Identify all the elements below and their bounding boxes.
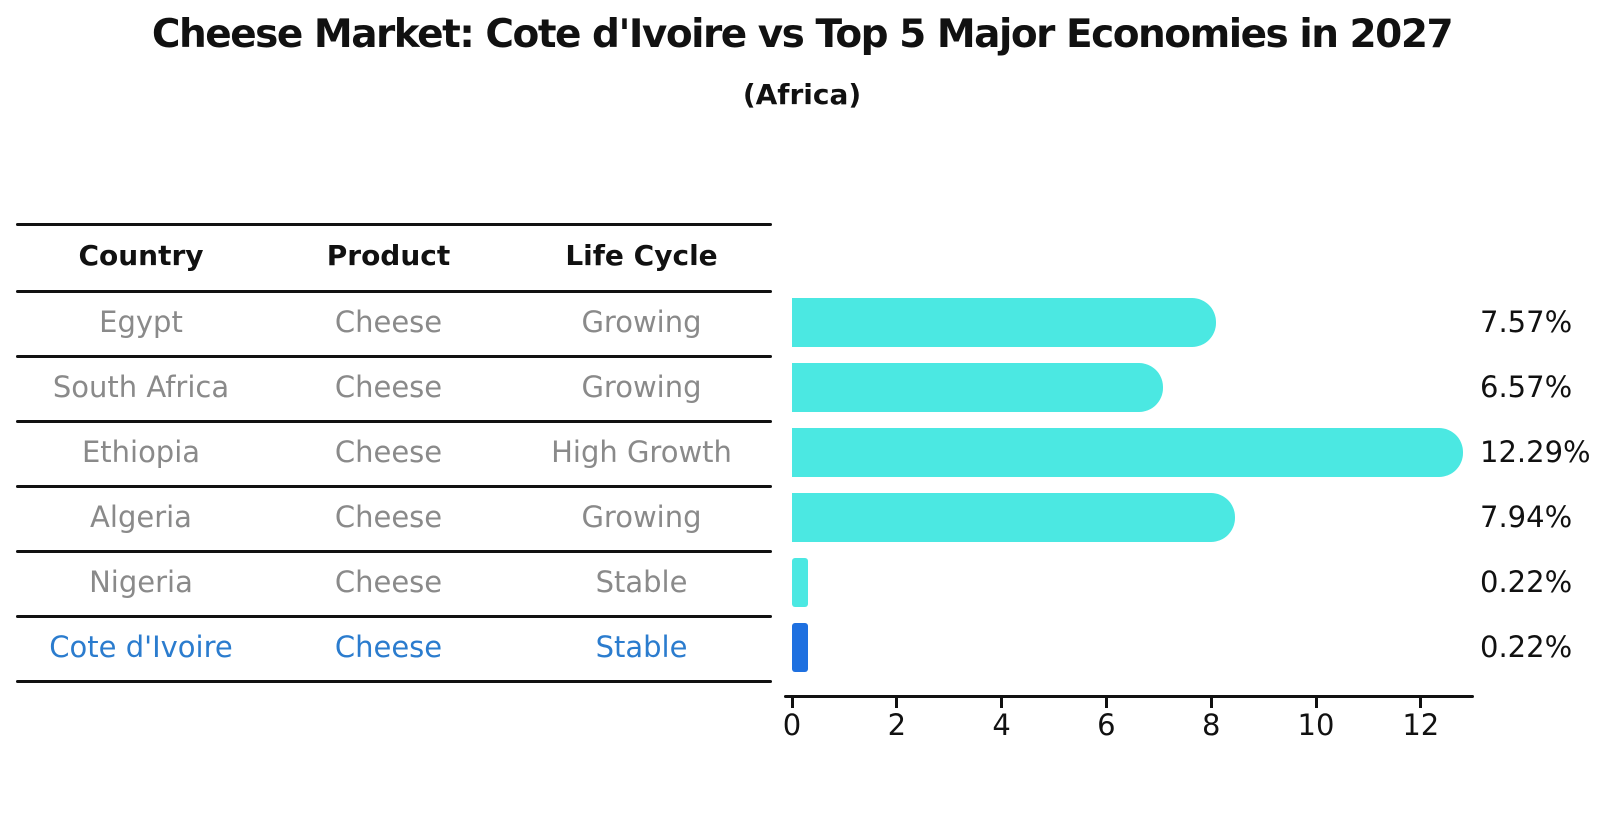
cell-product: Cheese <box>334 305 443 339</box>
x-tick-mark <box>1314 698 1318 708</box>
cell-lifecycle: Growing <box>581 305 702 339</box>
chart-subtitle: (Africa) <box>742 78 862 111</box>
table-divider-3 <box>16 420 772 423</box>
cell-country: Cote d'Ivoire <box>49 630 233 664</box>
x-tick-label: 4 <box>992 708 1011 742</box>
x-tick-mark <box>1209 698 1213 708</box>
chart-title: Cheese Market: Cote d'Ivoire vs Top 5 Ma… <box>151 12 1454 57</box>
bar <box>792 363 1164 412</box>
table-divider-6 <box>16 615 772 618</box>
column-header-product: Product <box>326 239 451 272</box>
x-axis-line <box>784 695 1474 698</box>
bar <box>792 298 1216 347</box>
bar-value-label: 0.22% <box>1480 565 1573 599</box>
cell-product: Cheese <box>334 435 443 469</box>
bar-value-label: 7.57% <box>1480 305 1573 339</box>
table-divider-7 <box>16 680 772 683</box>
cell-product: Cheese <box>334 370 443 404</box>
table-divider-1 <box>16 290 772 293</box>
bar-value-label: 0.22% <box>1480 630 1573 664</box>
bar <box>792 428 1463 477</box>
cell-country: Algeria <box>90 500 192 534</box>
x-tick-mark <box>1104 698 1108 708</box>
x-tick-mark <box>790 698 794 708</box>
x-tick-label: 2 <box>887 708 907 742</box>
cell-country: South Africa <box>52 370 230 404</box>
table-divider-2 <box>16 355 772 358</box>
cell-lifecycle: Growing <box>581 370 702 404</box>
cell-country: Ethiopia <box>81 435 201 469</box>
bar-value-label: 7.94% <box>1480 500 1573 534</box>
cell-lifecycle: Stable <box>595 630 688 664</box>
column-header-lifecycle: Life Cycle <box>565 239 718 272</box>
x-tick-mark <box>1419 698 1423 708</box>
bar <box>792 558 808 607</box>
x-tick-label: 0 <box>782 708 802 742</box>
cell-lifecycle: High Growth <box>551 435 732 469</box>
x-tick-label: 8 <box>1201 708 1221 742</box>
x-tick-label: 6 <box>1097 708 1116 742</box>
bar-highlight <box>792 623 808 672</box>
bar-value-label: 12.29% <box>1480 435 1591 469</box>
table-divider-4 <box>16 485 772 488</box>
cell-product: Cheese <box>334 500 443 534</box>
x-tick-mark <box>1000 698 1004 708</box>
table-divider-5 <box>16 550 772 553</box>
column-header-country: Country <box>78 239 204 272</box>
cell-lifecycle: Stable <box>595 565 688 599</box>
cell-country: Egypt <box>99 305 183 339</box>
x-tick-label: 10 <box>1297 708 1335 742</box>
x-tick-label: 12 <box>1402 708 1440 742</box>
cell-product: Cheese <box>334 565 443 599</box>
cell-lifecycle: Growing <box>581 500 702 534</box>
bar-value-label: 6.57% <box>1480 370 1573 404</box>
x-tick-mark <box>895 698 899 708</box>
table-divider-0 <box>16 223 772 226</box>
cell-product: Cheese <box>334 630 443 664</box>
bar <box>792 493 1236 542</box>
cell-country: Nigeria <box>89 565 193 599</box>
